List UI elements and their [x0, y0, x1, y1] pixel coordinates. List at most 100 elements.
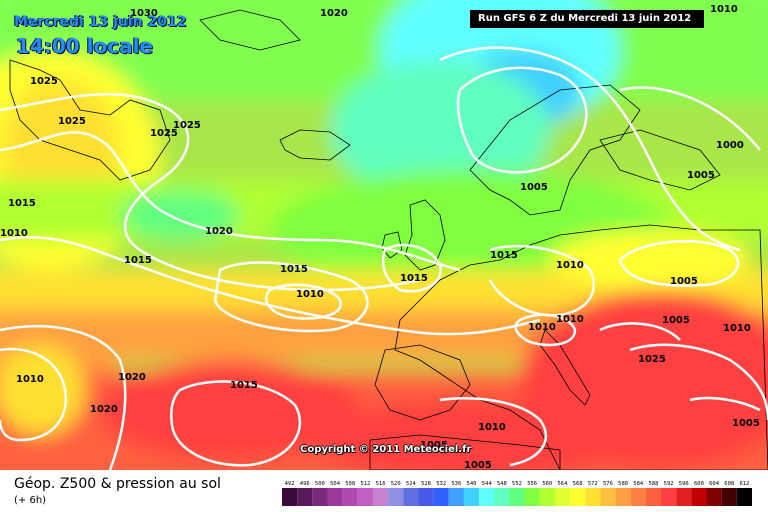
isobar-label: 1020 [90, 404, 118, 415]
isobar-label: 1020 [205, 226, 233, 237]
isobar-label: 1025 [638, 354, 666, 365]
scale-label: 560 [542, 481, 552, 487]
scale-label: 580 [618, 481, 628, 487]
scale-swatch [691, 488, 707, 506]
isobar-label: 1015 [490, 250, 518, 261]
isobar-label: 1005 [732, 418, 760, 429]
scale-label: 596 [679, 481, 689, 487]
map-canvas: 1025 1030 1020 1020 1025 1025 1025 1015 … [0, 0, 768, 470]
scale-swatch [630, 488, 646, 506]
isobar-label: 1025 [173, 120, 201, 131]
isobar-label: 1010 [723, 323, 751, 334]
scale-label: 520 [391, 481, 401, 487]
isobar-labels: 1025 1030 1020 1020 1025 1025 1025 1015 … [0, 4, 760, 470]
scale-swatch [570, 488, 586, 506]
scale-swatch [342, 488, 358, 506]
isobar-label: 1015 [400, 273, 428, 284]
scale-label: 548 [497, 481, 507, 487]
weather-map: 1025 1030 1020 1020 1025 1025 1025 1015 … [0, 0, 768, 470]
forecast-date: Mercredi 13 juin 2012 [14, 14, 187, 30]
scale-label: 592 [664, 481, 674, 487]
scale-label: 584 [633, 481, 644, 487]
scale-label: 540 [467, 481, 477, 487]
copyright-text: Copyright © 2011 Meteociel.fr [300, 444, 472, 455]
scale-label: 608 [724, 481, 734, 487]
scale-swatch [721, 488, 737, 506]
isobar-label: 1010 [16, 374, 44, 385]
scale-swatch [645, 488, 662, 506]
scale-label: 516 [376, 481, 386, 487]
isobar-lines [0, 46, 768, 470]
scale-swatch [297, 488, 313, 506]
isobar-label: 1025 [30, 76, 58, 87]
isobar-label: 1015 [124, 255, 152, 266]
scale-swatch [736, 488, 752, 506]
isobar-label: 1030 [130, 8, 158, 19]
scale-swatch [494, 488, 510, 506]
isobar-label: 1010 [556, 314, 584, 325]
isobar-label: 1020 [118, 372, 146, 383]
isobar-label: 1020 [320, 8, 348, 19]
forecast-time: 14:00 locale [16, 34, 153, 58]
scale-swatch [615, 488, 631, 506]
isobar-label: 1015 [8, 198, 36, 209]
scale-label: 600 [694, 481, 704, 487]
scale-swatch [661, 488, 677, 506]
isobar-label: 1025 [150, 128, 178, 139]
scale-swatch [433, 488, 449, 506]
scale-label: 500 [315, 481, 325, 487]
run-info: Run GFS 6 Z du Mercredi 13 juin 2012 [470, 10, 704, 28]
scale-label: 532 [436, 481, 446, 487]
scale-label: 604 [709, 481, 720, 487]
isobar-label: 1000 [716, 140, 744, 151]
scale-swatch [463, 488, 480, 506]
scale-swatch [676, 488, 692, 506]
scale-label: 508 [345, 481, 355, 487]
scale-label: 588 [648, 481, 658, 487]
isobar-label: 1010 [710, 4, 738, 15]
scale-label: 612 [739, 481, 749, 487]
scale-swatch [539, 488, 555, 506]
scale-swatch [372, 488, 389, 506]
scale-swatch [312, 488, 328, 506]
scale-label: 524 [406, 481, 417, 487]
scale-label: 544 [482, 481, 493, 487]
scale-swatch [600, 488, 616, 506]
forecast-offset: (+ 6h) [14, 495, 47, 506]
scale-label: 576 [603, 481, 613, 487]
scale-label: 512 [360, 481, 370, 487]
scale-label: 552 [512, 481, 522, 487]
scale-label: 496 [300, 481, 310, 487]
isobar-label: 1025 [58, 116, 86, 127]
scale-swatch [282, 488, 298, 506]
scale-swatch [706, 488, 722, 506]
isobar-label: 1010 [0, 228, 28, 239]
color-scale: 492 496 500 504 508 512 516 520 524 528 532 536 540 5… [282, 481, 752, 506]
scale-swatch [585, 488, 601, 506]
isobar-label: 1005 [464, 460, 492, 470]
scale-label: 564 [558, 481, 569, 487]
isobar-label: 1015 [280, 264, 308, 275]
isobar-label: 1005 [420, 440, 448, 451]
isobar-label: 1015 [230, 380, 258, 391]
scale-swatch [327, 488, 343, 506]
coastlines [9, 9, 768, 470]
map-title: Géop. Z500 & pression au sol [14, 476, 221, 492]
scale-swatch [388, 488, 404, 506]
scale-label: 528 [421, 481, 431, 487]
scale-label: 536 [451, 481, 461, 487]
scale-swatch [357, 488, 373, 506]
scale-swatch [403, 488, 419, 506]
scale-swatch [509, 488, 525, 506]
isobar-label: 1010 [296, 289, 324, 300]
scale-swatch [448, 488, 464, 506]
scale-label: 568 [573, 481, 583, 487]
isobar-label: 1005 [520, 182, 548, 193]
isobar-label: 1010 [478, 422, 506, 433]
scale-label: 572 [588, 481, 598, 487]
isobar-label: 1005 [687, 170, 715, 181]
scale-swatch [524, 488, 540, 506]
scale-swatch [479, 488, 495, 506]
isobar-label: 1010 [556, 260, 584, 271]
scale-label: 492 [285, 481, 295, 487]
